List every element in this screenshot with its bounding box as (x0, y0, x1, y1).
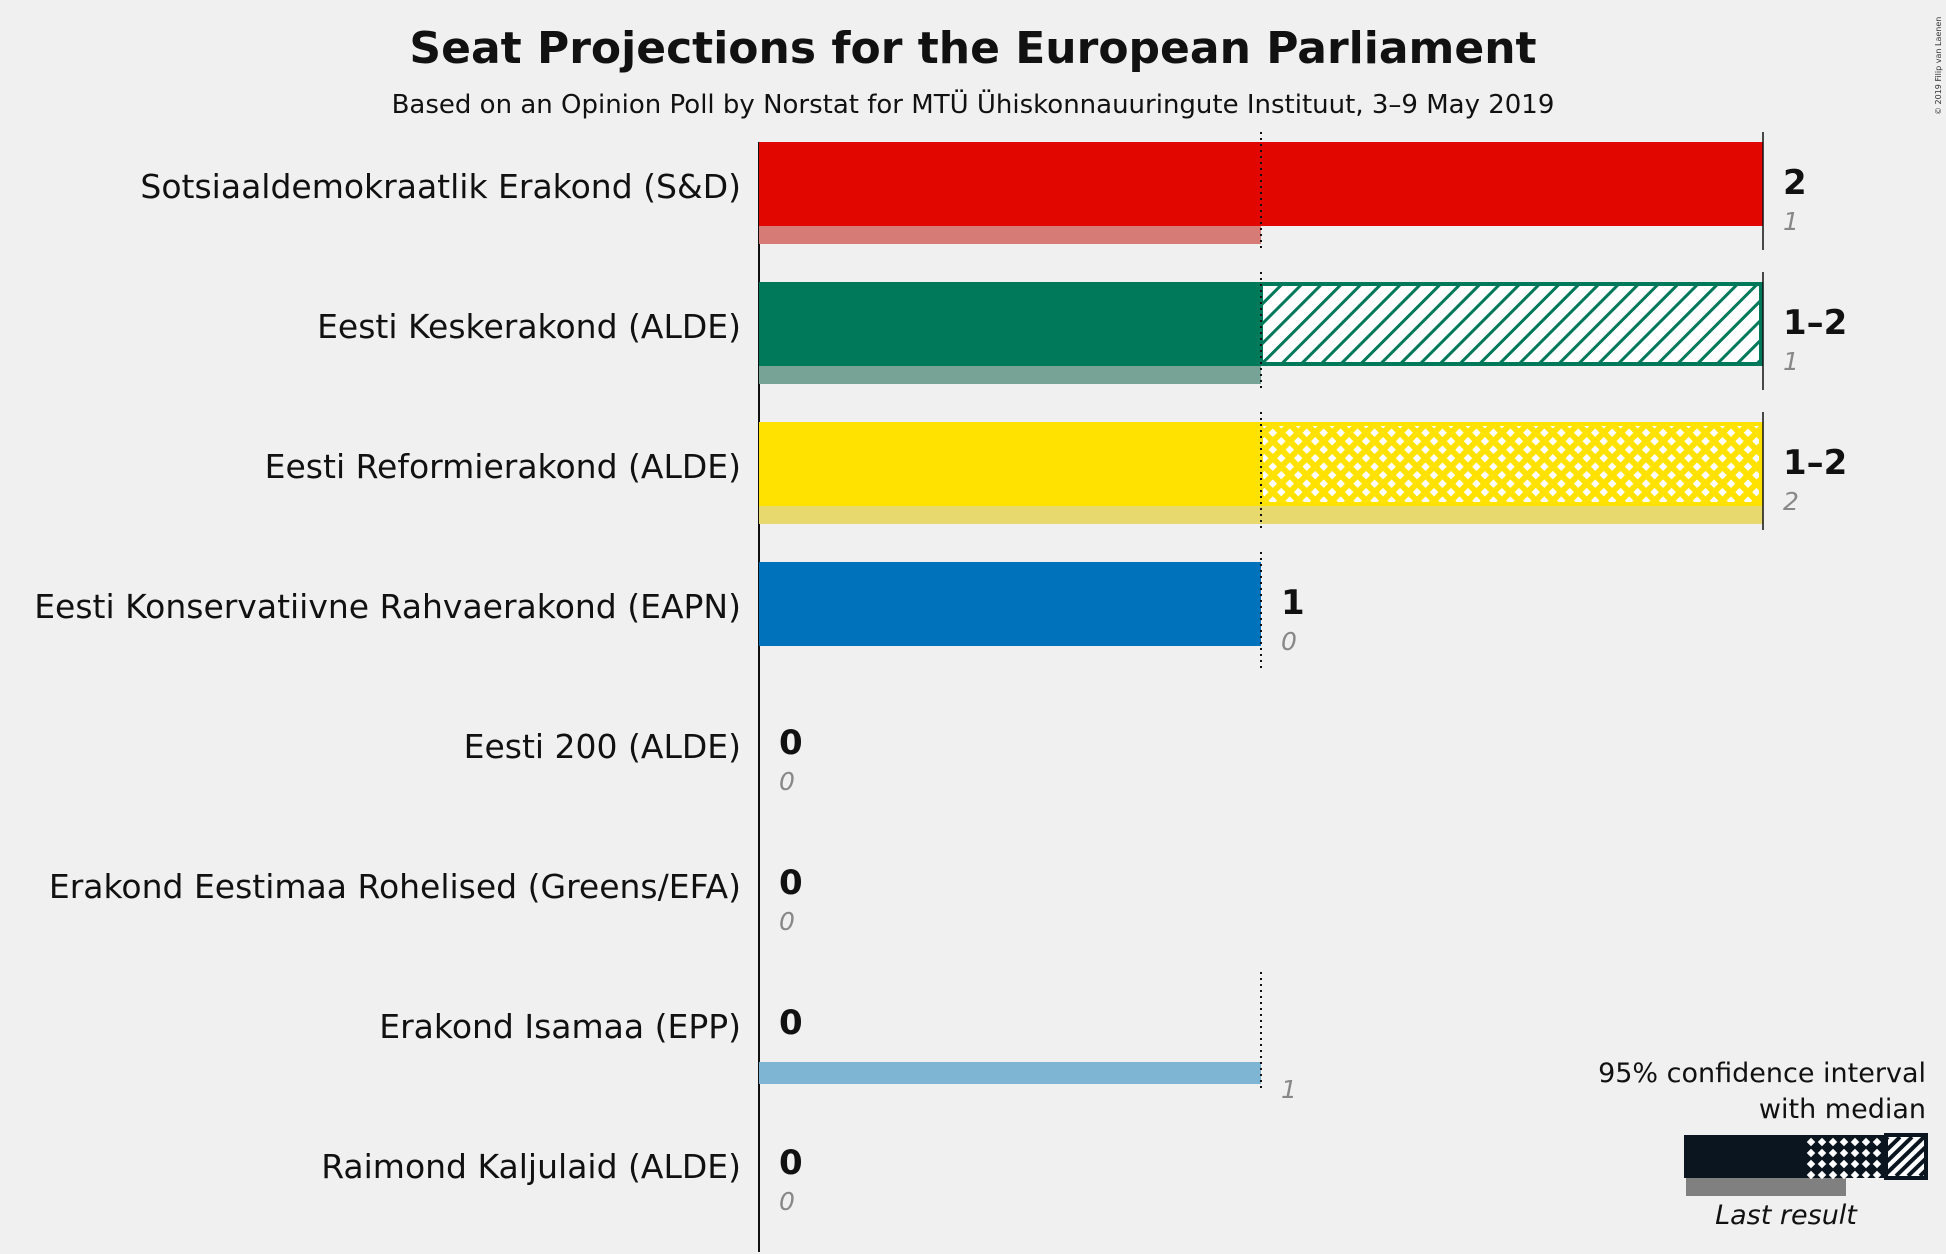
seat-label: 0 (779, 1143, 803, 1183)
legend-diag-line (1888, 1137, 1914, 1164)
projection-bar (759, 562, 1261, 646)
last-result-bar (759, 222, 1261, 244)
legend-cross-cell (1850, 1170, 1860, 1180)
legend-cross-cell (1850, 1148, 1860, 1158)
legend-diag-line (1888, 1137, 1902, 1152)
legend-cross-cell (1872, 1148, 1882, 1158)
seat-label: 0 (779, 1003, 803, 1043)
party-label: Erakond Isamaa (EPP) (379, 1007, 741, 1046)
legend-cross-cell (1828, 1137, 1838, 1147)
party-label: Eesti Reformierakond (ALDE) (265, 447, 741, 486)
legend-solid-bar (1684, 1135, 1804, 1178)
legend-cross-cell (1872, 1170, 1882, 1180)
legend-last-result-label: Last result (1715, 1200, 1858, 1231)
legend-cross-cell (1806, 1137, 1816, 1147)
chart-subtitle: Based on an Opinion Poll by Norstat for … (392, 88, 1555, 120)
last-result-bar (759, 362, 1261, 384)
legend-ci-label: 95% confidence interval (1598, 1058, 1926, 1089)
legend-cross-cell (1850, 1159, 1860, 1169)
legend-last-result-bar (1686, 1178, 1846, 1196)
party-row (759, 412, 1764, 530)
legend-cross-cell (1861, 1148, 1871, 1158)
party-label: Sotsiaaldemokraatlik Erakond (S&D) (140, 167, 741, 206)
last-result-bar (759, 502, 1763, 524)
confidence-interval-bar (1259, 282, 1763, 366)
legend-crosshatch-pattern (1806, 1137, 1882, 1180)
legend-cross-cell (1817, 1170, 1827, 1180)
legend-cross-cell (1806, 1148, 1816, 1158)
party-row (759, 972, 1262, 1090)
legend-cross-cell (1817, 1159, 1827, 1169)
last-result-label: 1 (1783, 347, 1799, 376)
legend-cross-cell (1839, 1159, 1849, 1169)
party-labels-layer: Sotsiaaldemokraatlik Erakond (S&D) 2 1 Eest… (34, 163, 1847, 1216)
copyright-notice: © 2019 Filip van Laenen (1934, 17, 1943, 115)
projection-bar (759, 422, 1261, 506)
legend-cross-cell (1828, 1148, 1838, 1158)
legend-cross-cell (1839, 1170, 1849, 1180)
last-result-bar (759, 1062, 1261, 1084)
legend: 95% confidence interval with median Last… (1598, 1058, 1946, 1231)
party-row (759, 552, 1262, 670)
legend-cross-cell (1872, 1137, 1882, 1147)
seat-label: 1–2 (1783, 303, 1847, 343)
legend-cross-cell (1806, 1170, 1816, 1180)
party-label: Eesti Keskerakond (ALDE) (317, 307, 741, 346)
last-result-label: 2 (1783, 487, 1799, 516)
party-label: Eesti Konservatiivne Rahvaerakond (EAPN) (34, 587, 741, 626)
chart-title: Seat Projections for the European Parlia… (409, 23, 1536, 74)
party-row (759, 272, 1764, 390)
legend-cross-cell (1806, 1159, 1816, 1169)
last-result-label: 0 (779, 907, 795, 936)
legend-cross-cell (1850, 1137, 1860, 1147)
legend-diag-line (1906, 1157, 1924, 1176)
legend-cross-cell (1817, 1148, 1827, 1158)
seat-label: 1 (1281, 583, 1305, 623)
legend-diagonal-pattern (1888, 1137, 1946, 1176)
legend-diag-line (1888, 1137, 1924, 1175)
last-result-label: 0 (779, 767, 795, 796)
legend-cross-cell (1828, 1170, 1838, 1180)
last-result-label: 0 (1281, 627, 1297, 656)
last-result-label: 1 (1783, 207, 1799, 236)
legend-cross-cell (1861, 1159, 1871, 1169)
legend-median-label: with median (1759, 1094, 1926, 1125)
legend-cross-cell (1817, 1137, 1827, 1147)
bars-layer (758, 132, 1764, 1252)
last-result-label: 1 (1281, 1075, 1297, 1104)
seat-label: 1–2 (1783, 443, 1847, 483)
party-label: Eesti 200 (ALDE) (464, 727, 741, 766)
confidence-interval-bar (1259, 422, 1763, 506)
legend-cross-cell (1839, 1148, 1849, 1158)
party-label: Erakond Eestimaa Rohelised (Greens/EFA) (49, 867, 741, 906)
projection-bar (759, 142, 1763, 226)
party-label: Raimond Kaljulaid (ALDE) (321, 1147, 741, 1186)
seat-label: 0 (779, 863, 803, 903)
party-row (759, 132, 1764, 250)
legend-cross-cell (1828, 1159, 1838, 1169)
legend-diag-line (1932, 1137, 1946, 1176)
seat-label: 0 (779, 723, 803, 763)
seat-label: 2 (1783, 163, 1807, 203)
legend-cross-cell (1861, 1137, 1871, 1147)
projection-bar (759, 282, 1261, 366)
legend-cross-cell (1872, 1159, 1882, 1169)
legend-diag-line (1894, 1145, 1924, 1176)
legend-cross-cell (1839, 1137, 1849, 1147)
legend-cross-cell (1861, 1170, 1871, 1180)
last-result-label: 0 (779, 1187, 795, 1216)
